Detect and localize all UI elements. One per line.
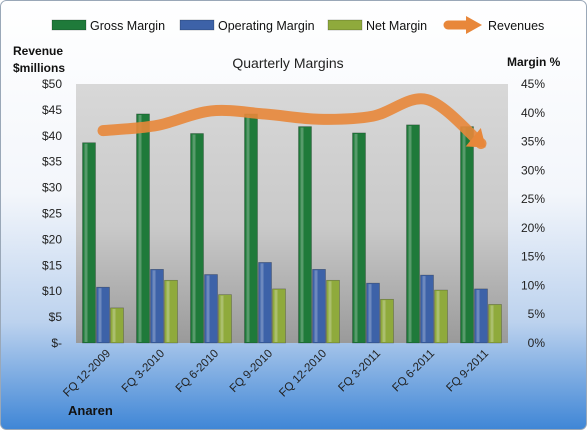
operating-margin-bar bbox=[259, 262, 272, 343]
net-margin-bar-highlight bbox=[437, 291, 440, 342]
operating-margin-bar-highlight bbox=[369, 284, 372, 342]
left-tick-label: $10 bbox=[42, 284, 62, 298]
left-tick-label: $15 bbox=[42, 258, 62, 272]
operating-margin-bar-highlight bbox=[315, 270, 318, 342]
net-margin-bar bbox=[219, 295, 232, 343]
gross-margin-bar-highlight bbox=[193, 134, 196, 342]
legend: Gross Margin Operating Margin Net Margin Re… bbox=[52, 16, 544, 34]
gross-margin-bar bbox=[137, 114, 150, 343]
left-tick-label: $40 bbox=[42, 129, 62, 143]
operating-margin-bar-highlight bbox=[207, 276, 210, 342]
right-tick-label: 40% bbox=[521, 106, 545, 120]
operating-margin-bar bbox=[205, 275, 218, 343]
operating-margin-legend-label: Operating Margin bbox=[218, 19, 315, 33]
net-margin-bar bbox=[381, 299, 394, 343]
gross-margin-bar bbox=[353, 133, 366, 343]
operating-margin-bar-highlight bbox=[423, 276, 426, 342]
right-tick-label: 35% bbox=[521, 135, 545, 149]
gross-margin-bar bbox=[461, 127, 474, 343]
net-margin-bar bbox=[273, 289, 286, 343]
net-margin-bar bbox=[327, 280, 340, 343]
right-tick-label: 25% bbox=[521, 192, 545, 206]
chart-title: Quarterly Margins bbox=[232, 55, 343, 71]
net-margin-bar-highlight bbox=[383, 300, 386, 342]
right-tick-label: 20% bbox=[521, 221, 545, 235]
right-tick-label: 0% bbox=[528, 336, 546, 350]
operating-margin-bar-highlight bbox=[261, 263, 264, 342]
gross-margin-bar bbox=[191, 133, 204, 343]
left-axis-label-line1: Revenue bbox=[13, 44, 63, 58]
operating-margin-legend-swatch bbox=[180, 20, 214, 30]
left-tick-label: $- bbox=[51, 336, 62, 350]
right-tick-label: 5% bbox=[528, 307, 546, 321]
operating-margin-bar bbox=[97, 287, 110, 343]
left-axis-label-line2: $millions bbox=[13, 61, 65, 75]
net-margin-bar bbox=[165, 280, 178, 343]
net-margin-bar-highlight bbox=[491, 305, 494, 342]
gross-margin-bar-highlight bbox=[463, 128, 466, 342]
gross-margin-bar-highlight bbox=[301, 128, 304, 342]
right-tick-label: 30% bbox=[521, 163, 545, 177]
net-margin-bar-highlight bbox=[275, 290, 278, 342]
net-margin-bar-highlight bbox=[221, 296, 224, 342]
gross-margin-legend-swatch bbox=[52, 20, 86, 30]
gross-margin-bar bbox=[83, 143, 96, 343]
net-margin-legend-label: Net Margin bbox=[366, 19, 427, 33]
operating-margin-bar-highlight bbox=[99, 288, 102, 342]
left-tick-label: $20 bbox=[42, 232, 62, 246]
gross-margin-bar bbox=[245, 114, 258, 343]
operating-margin-bar bbox=[421, 275, 434, 343]
net-margin-bar-highlight bbox=[113, 309, 116, 342]
operating-margin-bar bbox=[367, 283, 380, 343]
net-margin-bar bbox=[489, 304, 502, 343]
revenues-legend-label: Revenues bbox=[488, 19, 544, 33]
gross-margin-bar-highlight bbox=[355, 134, 358, 342]
net-margin-bar bbox=[111, 308, 124, 343]
operating-margin-bar bbox=[313, 269, 326, 343]
left-tick-label: $35 bbox=[42, 155, 62, 169]
left-tick-label: $50 bbox=[42, 77, 62, 91]
operating-margin-bar-highlight bbox=[153, 270, 156, 342]
net-margin-legend-swatch bbox=[328, 20, 362, 30]
net-margin-bar-highlight bbox=[167, 281, 170, 342]
left-tick-label: $30 bbox=[42, 181, 62, 195]
gross-margin-bar-highlight bbox=[409, 126, 412, 342]
gross-margin-bar bbox=[299, 127, 312, 343]
right-tick-label: 15% bbox=[521, 250, 545, 264]
gross-margin-bar bbox=[407, 125, 420, 343]
right-tick-label: 45% bbox=[521, 77, 545, 91]
gross-margin-bar-highlight bbox=[247, 115, 250, 342]
operating-margin-bar bbox=[151, 269, 164, 343]
gross-margin-bar-highlight bbox=[85, 144, 88, 342]
left-tick-label: $25 bbox=[42, 207, 62, 221]
right-axis-label: Margin % bbox=[507, 55, 561, 69]
left-tick-label: $45 bbox=[42, 103, 62, 117]
operating-margin-bar bbox=[475, 289, 488, 343]
operating-margin-bar-highlight bbox=[477, 290, 480, 342]
gross-margin-bar-highlight bbox=[139, 115, 142, 342]
gross-margin-legend-label: Gross Margin bbox=[90, 19, 165, 33]
footer-label: Anaren bbox=[68, 403, 113, 418]
net-margin-bar bbox=[435, 290, 448, 343]
left-tick-label: $5 bbox=[49, 310, 63, 324]
right-tick-label: 10% bbox=[521, 278, 545, 292]
net-margin-bar-highlight bbox=[329, 281, 332, 342]
